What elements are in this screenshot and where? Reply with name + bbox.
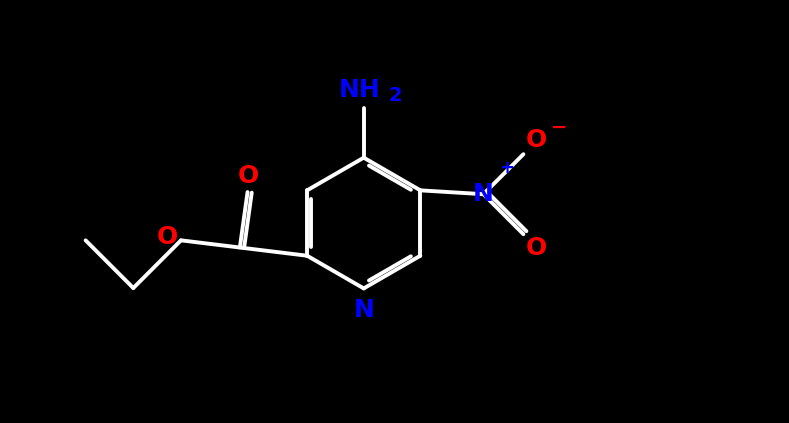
Text: 2: 2 — [388, 85, 402, 104]
Text: O: O — [525, 236, 547, 261]
Text: NH: NH — [339, 77, 381, 102]
Text: +: + — [499, 159, 514, 177]
Text: N: N — [353, 298, 374, 321]
Text: O: O — [237, 164, 259, 188]
Text: O: O — [525, 128, 547, 152]
Text: O: O — [157, 225, 178, 249]
Text: N: N — [473, 182, 494, 206]
Text: −: − — [551, 118, 567, 137]
